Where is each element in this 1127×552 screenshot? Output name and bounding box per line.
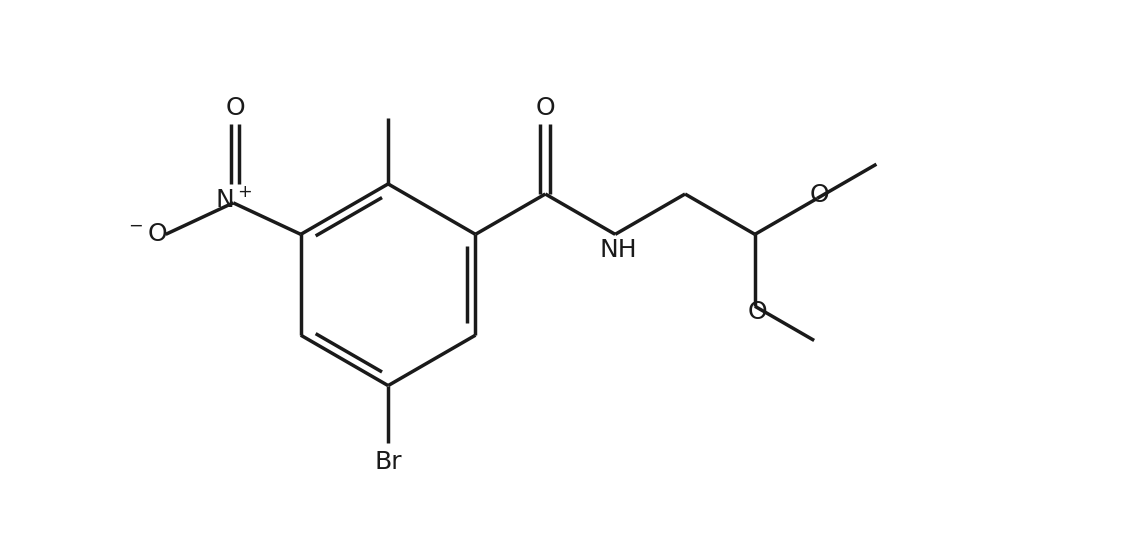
Text: O: O xyxy=(225,96,245,120)
Text: O: O xyxy=(747,300,767,323)
Text: O: O xyxy=(810,183,829,207)
Text: O: O xyxy=(535,96,556,120)
Text: N$^+$: N$^+$ xyxy=(214,187,251,212)
Text: $^-$O: $^-$O xyxy=(125,222,168,246)
Text: Br: Br xyxy=(374,450,402,474)
Text: NH: NH xyxy=(600,238,638,262)
